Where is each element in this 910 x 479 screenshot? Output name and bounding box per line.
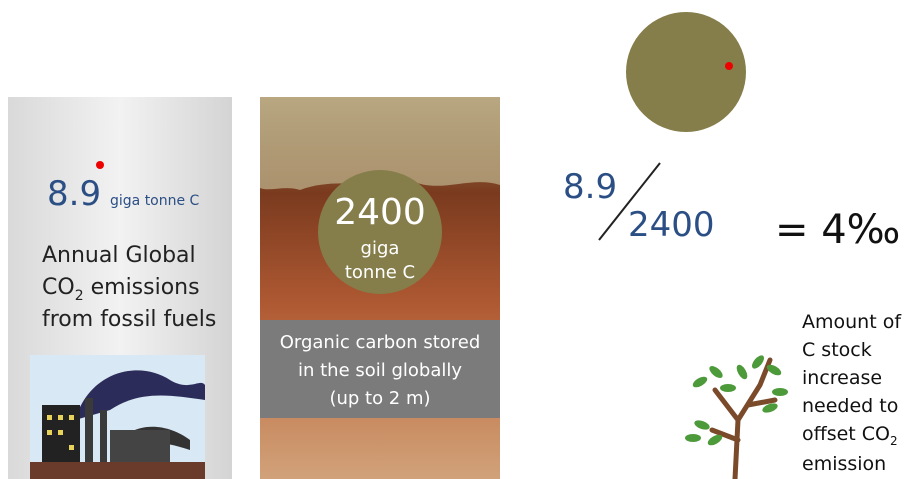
- red-dot: [96, 161, 104, 169]
- label-part: CO: [42, 275, 75, 300]
- soil-stock-circle: [626, 12, 746, 132]
- soil-caption: (up to 2 m): [329, 388, 430, 409]
- fraction-slash: [598, 162, 661, 241]
- emissions-amount: 8.9: [47, 174, 101, 214]
- denominator: 2400: [628, 205, 715, 245]
- factory-image: [30, 355, 205, 479]
- emission-dot: [725, 62, 733, 70]
- tree-note: offset CO2: [802, 423, 898, 448]
- soil-unit: giga: [361, 238, 400, 259]
- emissions-label: CO2 emissions: [42, 275, 200, 304]
- emissions-label: Annual Global: [42, 243, 196, 268]
- soil-caption: in the soil globally: [298, 360, 462, 381]
- tree-note: Amount of: [802, 311, 902, 333]
- caption-box: [260, 320, 500, 418]
- emissions-unit: giga tonne C: [110, 193, 200, 209]
- label-part: emissions: [84, 275, 200, 300]
- tree-note: needed to: [802, 395, 898, 417]
- grass: [260, 97, 500, 190]
- note-part: offset CO: [802, 423, 890, 445]
- soil-unit: tonne C: [345, 262, 415, 283]
- result: = 4‰: [775, 207, 900, 253]
- tree-note: emission: [802, 453, 886, 475]
- soil-amount: 2400: [334, 192, 426, 233]
- tree-note: increase: [802, 367, 882, 389]
- subscript: 2: [75, 288, 84, 304]
- emissions-label: from fossil fuels: [42, 307, 216, 332]
- numerator: 8.9: [563, 167, 617, 207]
- soil-caption: Organic carbon stored: [280, 332, 481, 353]
- tree-note: C stock: [802, 339, 872, 361]
- tree-icon: [685, 355, 788, 479]
- soil-circle: [318, 170, 442, 294]
- subscript: 2: [890, 434, 898, 448]
